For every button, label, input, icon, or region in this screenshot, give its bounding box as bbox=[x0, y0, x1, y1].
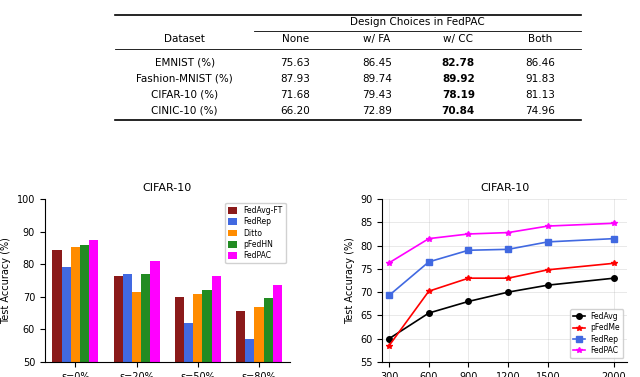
pFedMe bbox=[610, 261, 618, 265]
FedAvg bbox=[544, 283, 552, 287]
Text: 79.43: 79.43 bbox=[362, 90, 392, 100]
Text: 91.83: 91.83 bbox=[525, 74, 555, 84]
pFedMe bbox=[425, 289, 433, 293]
Bar bbox=[264, 299, 273, 377]
FedRep bbox=[385, 293, 393, 298]
Text: 86.46: 86.46 bbox=[525, 58, 555, 67]
Text: EMNIST (%): EMNIST (%) bbox=[154, 58, 214, 67]
Line: FedPAC: FedPAC bbox=[387, 221, 617, 266]
Bar bbox=[184, 323, 193, 377]
FedRep bbox=[610, 236, 618, 241]
pFedMe bbox=[465, 276, 472, 280]
Text: CINIC-10 (%): CINIC-10 (%) bbox=[151, 106, 218, 116]
Legend: FedAvg-FT, FedRep, Ditto, pFedHN, FedPAC: FedAvg-FT, FedRep, Ditto, pFedHN, FedPAC bbox=[225, 203, 285, 263]
Bar bbox=[202, 290, 211, 377]
Bar bbox=[211, 276, 221, 377]
Bar bbox=[80, 245, 89, 377]
FedPAC bbox=[465, 232, 472, 236]
FedPAC bbox=[425, 236, 433, 241]
Text: 81.13: 81.13 bbox=[525, 90, 555, 100]
Line: FedAvg: FedAvg bbox=[387, 275, 617, 342]
FedAvg bbox=[385, 336, 393, 341]
Text: 71.68: 71.68 bbox=[280, 90, 310, 100]
Text: None: None bbox=[282, 34, 308, 44]
Bar bbox=[89, 240, 99, 377]
Bar bbox=[52, 250, 61, 377]
Bar bbox=[141, 274, 150, 377]
Title: CIFAR-10: CIFAR-10 bbox=[143, 183, 192, 193]
Text: Dataset: Dataset bbox=[164, 34, 205, 44]
Text: 86.45: 86.45 bbox=[362, 58, 392, 67]
Title: CIFAR-10: CIFAR-10 bbox=[480, 183, 529, 193]
Bar bbox=[236, 311, 245, 377]
FedRep bbox=[425, 260, 433, 264]
Y-axis label: Test Accuracy (%): Test Accuracy (%) bbox=[345, 237, 355, 324]
FedAvg bbox=[610, 276, 618, 280]
Text: 89.92: 89.92 bbox=[442, 74, 475, 84]
Line: pFedMe: pFedMe bbox=[387, 261, 617, 348]
FedPAC bbox=[544, 224, 552, 228]
Text: Fashion-MNIST (%): Fashion-MNIST (%) bbox=[136, 74, 233, 84]
Bar bbox=[123, 274, 132, 377]
Text: Design Choices in FedPAC: Design Choices in FedPAC bbox=[350, 17, 485, 27]
Text: CIFAR-10 (%): CIFAR-10 (%) bbox=[151, 90, 218, 100]
Bar bbox=[150, 261, 159, 377]
Bar bbox=[273, 285, 282, 377]
Line: FedRep: FedRep bbox=[387, 236, 617, 298]
Text: w/ FA: w/ FA bbox=[363, 34, 390, 44]
Bar bbox=[132, 292, 141, 377]
Bar bbox=[245, 339, 254, 377]
pFedMe bbox=[504, 276, 512, 280]
Text: 87.93: 87.93 bbox=[280, 74, 310, 84]
FedAvg bbox=[504, 290, 512, 294]
Legend: FedAvg, pFedMe, FedRep, FedPAC: FedAvg, pFedMe, FedRep, FedPAC bbox=[570, 309, 623, 358]
Bar bbox=[254, 307, 264, 377]
Text: 82.78: 82.78 bbox=[442, 58, 475, 67]
FedPAC bbox=[385, 261, 393, 265]
Bar bbox=[71, 247, 80, 377]
Text: 75.63: 75.63 bbox=[280, 58, 310, 67]
Text: 72.89: 72.89 bbox=[362, 106, 392, 116]
FedRep bbox=[504, 247, 512, 251]
FedRep bbox=[544, 240, 552, 244]
Bar bbox=[193, 294, 202, 377]
Bar bbox=[175, 297, 184, 377]
FedPAC bbox=[504, 230, 512, 235]
Text: w/ CC: w/ CC bbox=[444, 34, 474, 44]
Text: 89.74: 89.74 bbox=[362, 74, 392, 84]
FedAvg bbox=[425, 311, 433, 315]
Bar bbox=[114, 276, 123, 377]
FedRep bbox=[465, 248, 472, 253]
FedAvg bbox=[465, 299, 472, 304]
Text: 78.19: 78.19 bbox=[442, 90, 475, 100]
Text: 74.96: 74.96 bbox=[525, 106, 555, 116]
Y-axis label: Test Accuracy (%): Test Accuracy (%) bbox=[1, 237, 11, 324]
Text: Both: Both bbox=[528, 34, 552, 44]
FedPAC bbox=[610, 221, 618, 225]
Bar bbox=[61, 267, 71, 377]
pFedMe bbox=[385, 343, 393, 348]
Text: 66.20: 66.20 bbox=[280, 106, 310, 116]
Text: 70.84: 70.84 bbox=[442, 106, 475, 116]
pFedMe bbox=[544, 268, 552, 272]
